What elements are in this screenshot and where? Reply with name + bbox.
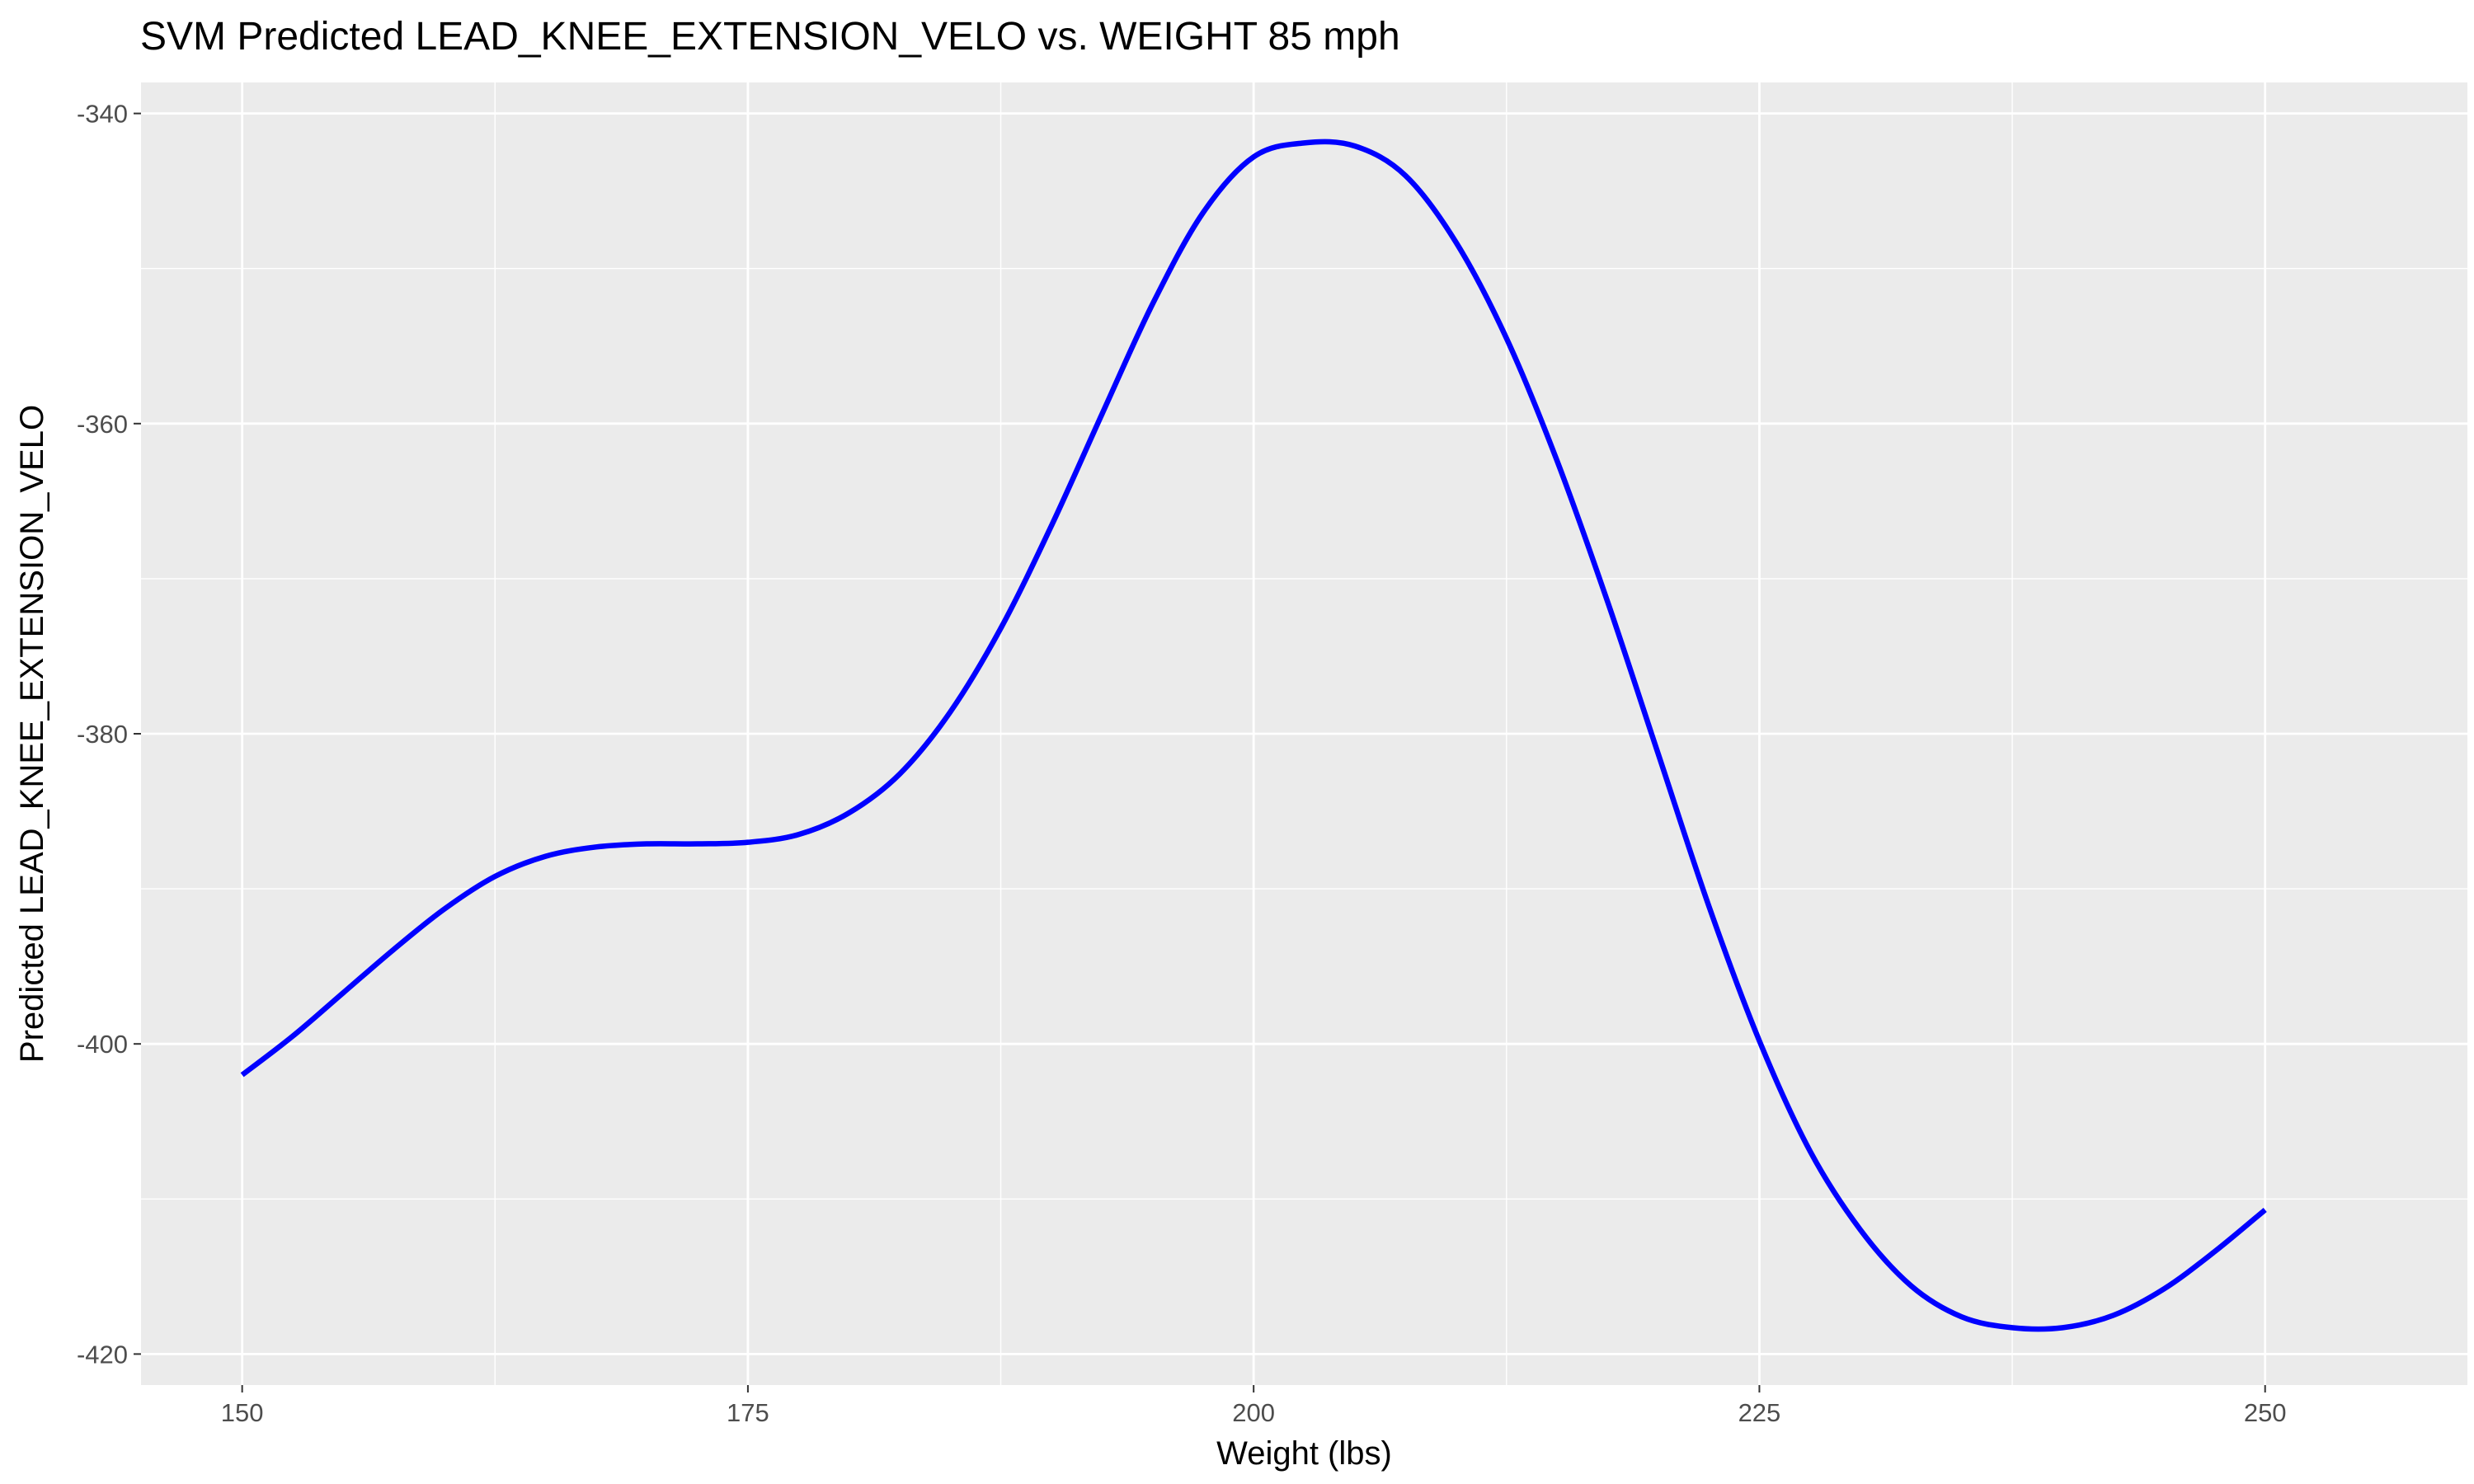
y-axis: -420 -400 -380 -360 -340 <box>77 100 141 1369</box>
x-axis-label: Weight (lbs) <box>1216 1435 1392 1472</box>
x-axis: 150 175 200 225 250 <box>221 1385 2287 1427</box>
y-tick-label: -340 <box>77 100 128 129</box>
y-axis-label: Predicted LEAD_KNEE_EXTENSION_VELO <box>14 405 50 1063</box>
grid-major <box>141 82 2467 1385</box>
series-line-0 <box>240 139 2267 1332</box>
chart-title: SVM Predicted LEAD_KNEE_EXTENSION_VELO v… <box>140 15 1400 59</box>
x-tick-label: 200 <box>1232 1398 1275 1427</box>
x-tick-label: 175 <box>727 1398 769 1427</box>
x-tick-label: 225 <box>1738 1398 1781 1427</box>
y-tick-label: -360 <box>77 410 128 439</box>
y-tick-label: -400 <box>77 1030 128 1059</box>
y-tick-label: -420 <box>77 1340 128 1369</box>
x-tick-label: 150 <box>221 1398 264 1427</box>
x-tick-label: 250 <box>2244 1398 2287 1427</box>
series-layer <box>240 139 2267 1332</box>
y-tick-label: -380 <box>77 720 128 749</box>
